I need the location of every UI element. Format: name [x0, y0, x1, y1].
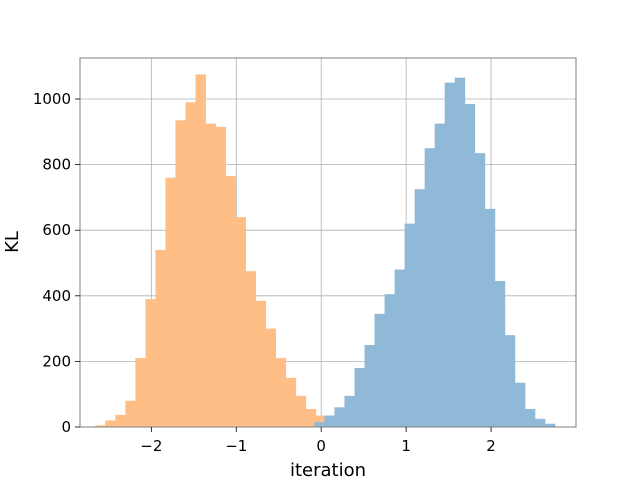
- histogram-bar: [534, 418, 546, 427]
- x-axis-label: iteration: [290, 460, 366, 480]
- y-tick-label: 600: [42, 221, 71, 239]
- histogram-bar: [454, 77, 466, 428]
- histogram-bar: [324, 415, 335, 427]
- histogram-bar: [484, 208, 496, 427]
- histogram-bar: [285, 377, 297, 427]
- x-tick-label: −2: [140, 437, 162, 455]
- histogram-series-1: [95, 74, 347, 428]
- x-tick-label: −1: [225, 437, 247, 455]
- histogram-bar: [235, 217, 247, 427]
- histogram-bar: [544, 423, 556, 427]
- histogram-bar: [464, 103, 476, 428]
- histogram-bar: [424, 148, 436, 427]
- histogram-bar: [444, 82, 456, 427]
- y-tick-label: 1000: [33, 90, 71, 108]
- histogram-bar: [115, 414, 126, 427]
- y-axis-ticks: 0 200 400 600 800 1000: [33, 90, 80, 436]
- histogram-bar: [195, 74, 206, 428]
- histogram-bar: [354, 367, 365, 427]
- histogram-bar: [474, 153, 486, 427]
- histogram-series-2: [314, 77, 556, 428]
- histogram-bar: [295, 395, 307, 427]
- histogram-bar: [514, 382, 526, 427]
- histogram-bar: [414, 189, 426, 427]
- y-axis-label: KL: [2, 231, 23, 253]
- y-tick-label: 400: [42, 287, 71, 305]
- histogram-bar: [494, 281, 506, 427]
- histogram-bar: [245, 271, 257, 427]
- histogram-bar: [185, 102, 196, 427]
- histogram-bar: [524, 408, 536, 427]
- y-tick-label: 800: [42, 156, 71, 174]
- histogram-bar: [145, 299, 156, 427]
- histogram-bars: [95, 74, 556, 428]
- histogram-bar: [504, 335, 516, 427]
- histogram-bar: [135, 358, 146, 427]
- histogram-bar: [225, 176, 236, 427]
- plot-frame: [79, 57, 577, 428]
- histogram-bar: [364, 345, 375, 427]
- histogram-bar: [215, 126, 226, 427]
- histogram-bar: [255, 300, 267, 427]
- x-tick-label: 2: [486, 437, 496, 455]
- histogram-bar: [275, 358, 287, 427]
- histogram-bar: [374, 313, 385, 427]
- histogram-bar: [175, 120, 186, 427]
- histogram-bar: [95, 425, 106, 427]
- histogram-bar: [315, 415, 327, 427]
- histogram-bar: [155, 249, 166, 427]
- histogram-bar: [314, 422, 325, 427]
- histogram-bar: [344, 395, 355, 427]
- y-tick-label: 200: [42, 352, 71, 370]
- histogram-bar: [434, 123, 446, 427]
- x-tick-label: 1: [401, 437, 411, 455]
- histogram-bar: [334, 407, 345, 427]
- histogram-bar: [205, 123, 216, 427]
- histogram-bar: [394, 269, 406, 427]
- histogram-bar: [404, 223, 416, 427]
- x-axis-ticks: −2 −1 0 1 2: [140, 427, 496, 455]
- histogram-bar: [265, 328, 277, 427]
- histogram-bar: [165, 177, 176, 427]
- x-tick-label: 0: [316, 437, 326, 455]
- histogram-bar: [125, 400, 136, 427]
- y-tick-label: 0: [61, 418, 71, 436]
- histogram-bar: [105, 420, 116, 427]
- histogram-bar: [384, 294, 395, 427]
- histogram-bar: [305, 408, 317, 427]
